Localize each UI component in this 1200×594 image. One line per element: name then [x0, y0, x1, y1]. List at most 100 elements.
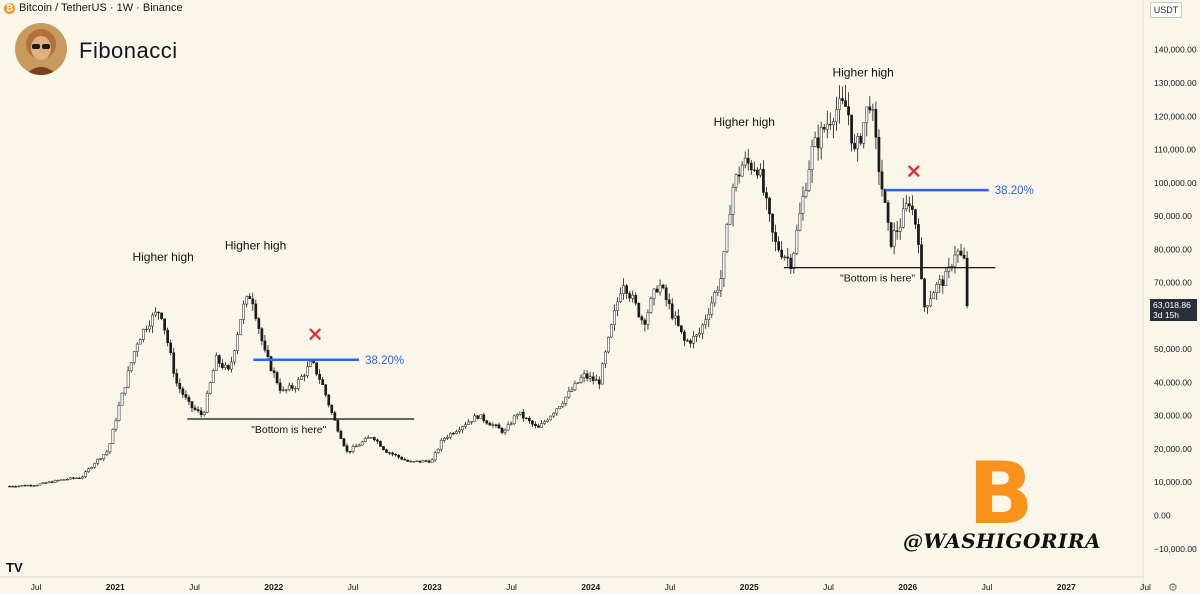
symbol-header[interactable]: ₿ Bitcoin / TetherUS · 1W · Binance [4, 2, 183, 14]
candle-down [290, 385, 294, 389]
candle-up [594, 379, 598, 381]
candle-up [901, 208, 905, 228]
candle-down [670, 303, 674, 319]
fib-label: 38.20% [995, 185, 1034, 197]
candle-down [521, 411, 525, 419]
candle-up [798, 213, 802, 231]
candle-up [871, 109, 875, 111]
candle-up [956, 250, 960, 256]
candle-up [145, 328, 148, 331]
gear-icon[interactable]: ⚙ [1168, 582, 1178, 594]
candle-down [749, 162, 753, 171]
candle-down [11, 485, 14, 488]
candle-up [65, 478, 69, 481]
candle-down [391, 452, 394, 455]
candle-up [26, 484, 30, 487]
candle-up [604, 351, 607, 365]
candle-up [303, 375, 306, 377]
candle-up [558, 406, 562, 410]
candle-up [479, 414, 483, 419]
candle-down [585, 373, 589, 379]
candle-up [819, 126, 823, 149]
candle-up [202, 412, 206, 415]
candle-up [430, 459, 434, 463]
candle-up [695, 334, 698, 337]
candle-down [217, 355, 221, 364]
candle-down [373, 437, 376, 441]
candle-down [877, 136, 881, 173]
candle-up [658, 284, 662, 293]
candle-down [822, 126, 826, 130]
candle-down [342, 438, 346, 447]
candle-down [321, 379, 325, 386]
candle-up [17, 485, 21, 487]
candle-up [698, 332, 701, 336]
candle-up [96, 458, 100, 464]
y-tick-label: 70,000.00 [1154, 278, 1192, 288]
candle-down [488, 422, 492, 426]
x-tick-label: 2025 [740, 582, 759, 592]
candle-up [546, 419, 549, 422]
candle-down [494, 424, 498, 426]
candle-down [841, 98, 844, 101]
candle-up [582, 373, 586, 379]
candle-down [628, 293, 632, 299]
candle-up [932, 292, 936, 300]
candle-up [953, 254, 957, 267]
higher-high-label: Higher high [132, 250, 193, 264]
candle-up [120, 392, 124, 406]
candle-down [676, 315, 680, 326]
axis-unit-button[interactable]: USDT [1150, 2, 1182, 18]
y-tick-label: −10,000.00 [1154, 544, 1197, 554]
y-tick-label: 100,000.00 [1154, 178, 1197, 188]
x-tick-label: Jul [982, 582, 993, 592]
candle-up [607, 336, 610, 353]
candle-down [774, 232, 777, 242]
candle-up [154, 311, 157, 316]
candle-down [762, 168, 765, 193]
candle-up [108, 443, 112, 453]
candle-down [254, 303, 258, 319]
candle-down [531, 420, 534, 425]
candle-up [540, 423, 543, 428]
candle-up [141, 329, 145, 340]
candle-up [549, 415, 553, 421]
tradingview-logo[interactable]: TV [6, 560, 23, 575]
candle-up [467, 421, 470, 425]
candle-up [567, 390, 571, 398]
candle-up [804, 190, 808, 197]
candle-up [631, 294, 635, 299]
candle-down [227, 365, 230, 370]
y-tick-label: 90,000.00 [1154, 211, 1192, 221]
candle-up [363, 438, 367, 443]
candle-up [111, 428, 115, 444]
brand-name: Fibonacci [79, 38, 178, 63]
candle-up [938, 279, 942, 285]
candle-up [233, 350, 236, 363]
candle-up [649, 298, 653, 313]
candle-down [160, 312, 163, 319]
candle-up [415, 460, 419, 463]
candle-up [105, 451, 109, 455]
x-tick-label: Jul [31, 582, 42, 592]
candle-down [318, 373, 321, 380]
last-price-value: 63,018.86 [1153, 300, 1191, 310]
candle-up [573, 383, 577, 391]
candle-down [765, 192, 768, 199]
candle-up [47, 481, 51, 484]
candle-up [473, 415, 477, 422]
candle-up [300, 376, 303, 380]
candle-up [740, 164, 744, 177]
candle-up [281, 389, 285, 391]
candle-down [193, 407, 197, 410]
candle-up [555, 408, 559, 414]
candle-down [497, 424, 501, 429]
candle-down [917, 224, 920, 245]
candle-up [117, 405, 121, 421]
candle-down [266, 349, 270, 357]
y-tick-label: 120,000.00 [1154, 111, 1197, 121]
candle-up [62, 479, 66, 481]
candle-up [734, 174, 738, 188]
candle-down [482, 414, 486, 422]
